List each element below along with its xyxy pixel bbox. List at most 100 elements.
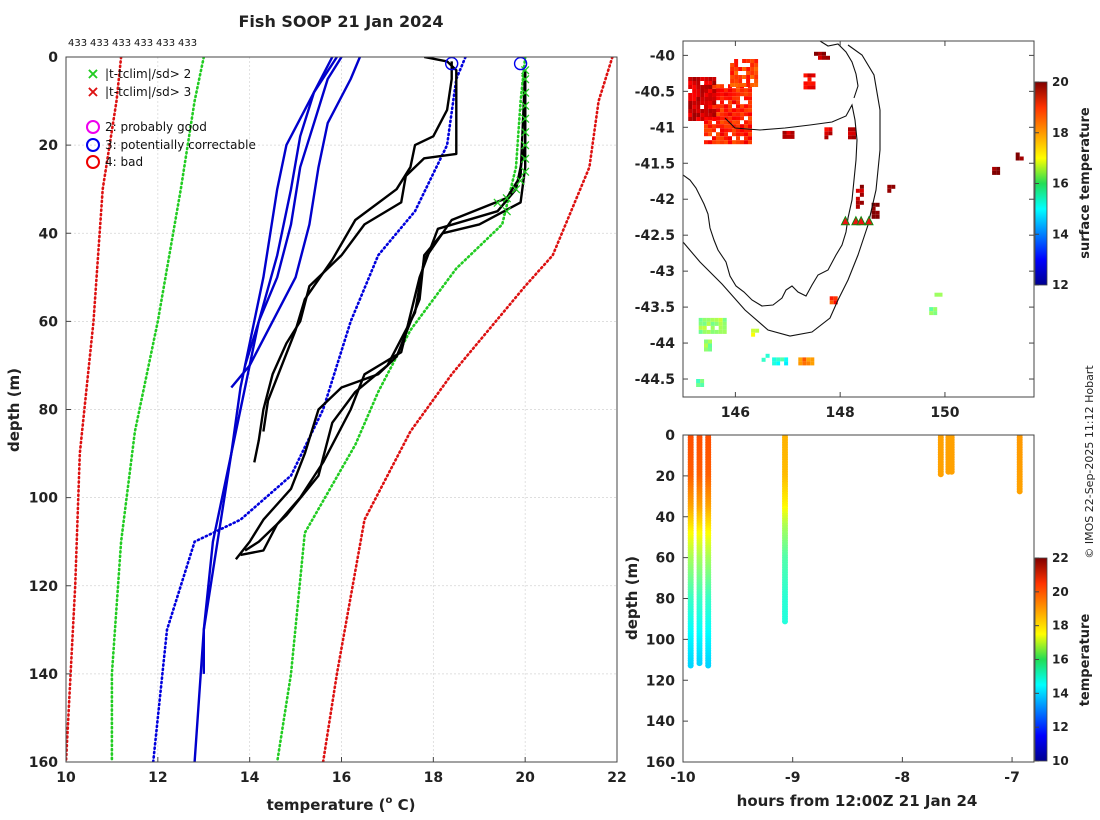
sst-pixel	[722, 317, 727, 322]
sst-pixel	[724, 124, 728, 129]
sst-pixel	[724, 108, 728, 113]
sst-pixel	[700, 77, 705, 81]
qc-flag-circle	[445, 57, 459, 71]
sst-pixel	[702, 325, 707, 330]
sst-pixel	[714, 321, 719, 326]
sst-pixel	[740, 104, 744, 109]
sst-pixel	[875, 202, 880, 207]
sst-pixel	[720, 116, 724, 121]
sst-pixel	[754, 63, 759, 67]
sst-pixel	[736, 140, 740, 145]
sst-pixel	[887, 184, 892, 189]
sst-pixel	[688, 105, 693, 109]
sst-pixel	[744, 92, 748, 97]
sst-pixel	[728, 100, 732, 105]
qc-outlier-marker: ×	[501, 202, 514, 220]
sst-pixel	[708, 343, 712, 348]
legend-marker-icon: ×	[86, 64, 99, 83]
sst-pixel	[728, 88, 732, 93]
sst-pixel	[716, 96, 720, 101]
sst-pixel	[806, 357, 811, 362]
sst-pixel	[698, 317, 703, 322]
sst-pixel	[704, 116, 708, 121]
sst-pixel	[833, 300, 838, 305]
sst-pixel	[742, 59, 747, 63]
sst-pixel	[828, 127, 833, 132]
sst-pixel	[929, 307, 934, 312]
sst-pixel	[744, 96, 748, 101]
sst-pixel	[728, 116, 732, 121]
colorbar-tick-label: 14	[1052, 227, 1069, 241]
cast-sample-dot	[696, 660, 703, 667]
sst-pixel	[744, 112, 748, 117]
sst-pixel	[692, 77, 697, 81]
black-1-profile-line	[253, 57, 458, 463]
sst-pixel	[724, 132, 728, 137]
sst-pixel	[740, 132, 744, 137]
sst-pixel	[728, 120, 732, 125]
sst-pixel	[748, 128, 752, 133]
qc-outlier-marker: ×	[519, 163, 532, 181]
sst-pixel	[710, 317, 715, 322]
cast-sample-dot	[948, 468, 955, 475]
sst-pixel	[696, 85, 701, 89]
td-x-tick-label: -9	[785, 770, 801, 786]
sst-pixel	[736, 92, 740, 97]
map-y-tick-label: -43	[650, 264, 675, 280]
sst-pixel	[855, 204, 860, 209]
qc-outlier-marker: ×	[519, 123, 532, 141]
sst-pixel	[1015, 156, 1020, 161]
sst-pixel	[720, 100, 724, 105]
profile-xlabel: temperature (o C)	[267, 795, 416, 814]
sst-pixel	[933, 311, 938, 316]
sst-pixel	[806, 361, 811, 366]
time-depth-casts	[687, 435, 1023, 669]
sst-pixel	[740, 112, 744, 117]
sst-pixel	[688, 101, 693, 105]
sst-pixel	[871, 206, 876, 211]
sst-pixel	[744, 120, 748, 125]
sst-pixel	[710, 325, 715, 330]
xbt-drop-marker	[856, 215, 866, 226]
sst-pixel	[716, 88, 720, 93]
sst-pixel	[784, 357, 789, 362]
map-content	[683, 41, 1024, 387]
sst-pixel	[848, 131, 852, 136]
sst-pixel	[807, 73, 812, 78]
sst-pixel	[751, 332, 756, 337]
sst-pixel	[698, 321, 703, 326]
time-depth-colorbar-ticks: 10 12 14 16 18 20 22	[1035, 551, 1069, 768]
sst-pixel	[798, 361, 803, 366]
sst-pixel	[740, 88, 744, 93]
map-coastline-north	[819, 41, 859, 99]
sst-pixel	[736, 96, 740, 101]
sst-pixel	[688, 81, 693, 85]
sst-pixel	[708, 97, 713, 101]
y-tick-label: 0	[48, 50, 58, 66]
sst-pixel	[790, 130, 795, 135]
sst-pixel	[891, 184, 896, 189]
sst-pixel	[722, 329, 727, 334]
sst-pixel	[716, 140, 720, 145]
sst-pixel	[724, 88, 728, 93]
sst-pixel	[708, 85, 713, 89]
sst-pixel	[708, 113, 713, 117]
sst-pixel	[724, 96, 728, 101]
sst-pixel	[807, 85, 812, 90]
sst-pixel	[708, 120, 712, 125]
sst-pixel	[772, 361, 777, 366]
sst-pixel	[810, 361, 815, 366]
sst-pixel	[730, 67, 735, 71]
qc-outlier-marker: ×	[519, 70, 532, 88]
sst-pixel	[824, 127, 829, 132]
x-tick-label: 10	[56, 770, 76, 786]
sst-pixel	[692, 117, 697, 121]
legend-flag-circle-icon	[86, 138, 100, 152]
sst-pixel	[761, 357, 766, 362]
legend-label-3sd: |t-tclim|/sd> 3	[105, 85, 191, 99]
sst-pixel	[751, 328, 756, 333]
sst-pixel	[855, 188, 860, 193]
legend-flag-correctable: 3: potentially correctable	[105, 138, 256, 152]
colorbar-tick-label: 20	[1052, 75, 1069, 89]
sst-pixel	[704, 101, 709, 105]
